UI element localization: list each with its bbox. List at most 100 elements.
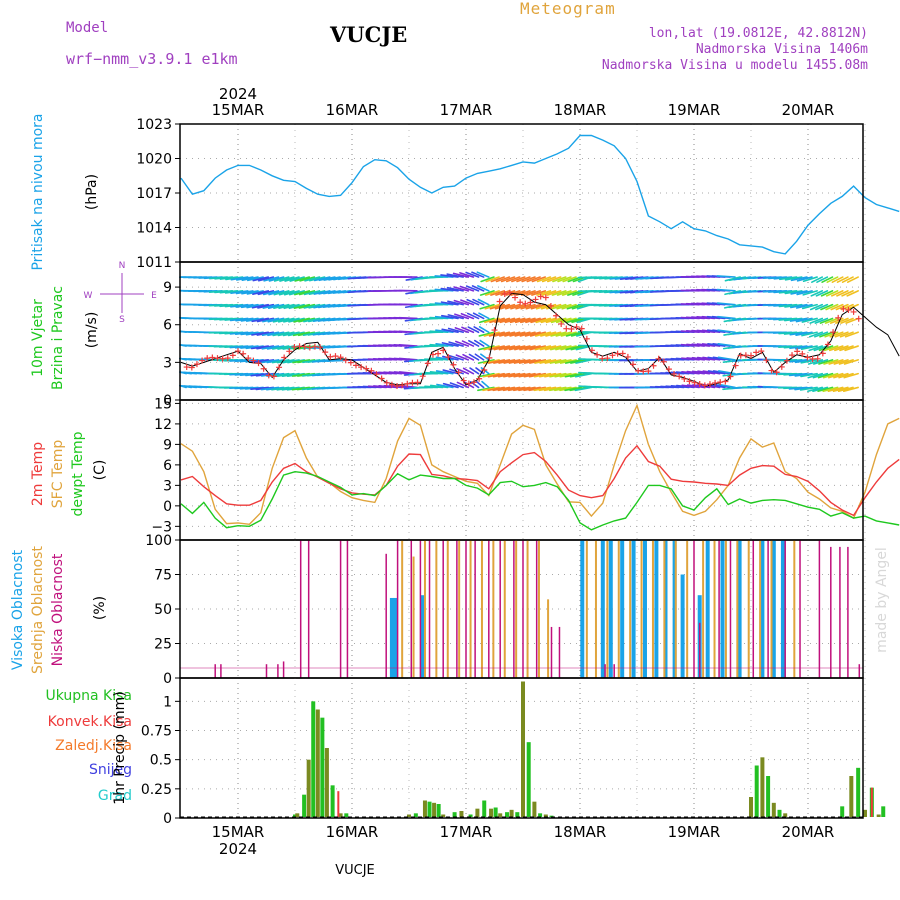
wind-arrow <box>436 383 454 389</box>
top-x-tick-label: 16MAR <box>326 101 379 119</box>
wind-arrow <box>844 345 859 352</box>
precip-convective-bar <box>337 791 340 817</box>
wind-arrow <box>550 317 567 324</box>
watermark: made by Angel <box>874 547 890 653</box>
wind-arrow <box>831 276 844 283</box>
cloud_low-bar <box>299 540 302 678</box>
cloud_mid-bar <box>736 540 739 678</box>
wind-arrow <box>549 372 567 378</box>
cloud_mid-bar <box>702 540 705 678</box>
wind-gust-marker <box>224 355 231 362</box>
precip-total-bar <box>505 812 510 817</box>
wind-arrow <box>497 372 516 378</box>
wind-arrow <box>839 345 854 352</box>
wind-arrow <box>478 331 495 337</box>
wind-gust-marker <box>655 355 662 362</box>
wind-gust-marker <box>624 353 631 360</box>
cloud_low-bar <box>847 546 849 678</box>
wind-arrow <box>539 359 557 364</box>
wind-arrow <box>287 331 305 337</box>
cloud_low-bar <box>752 540 755 678</box>
wind-gust-marker <box>265 372 272 379</box>
wind-arrow <box>447 314 464 320</box>
wind-arrow <box>478 317 495 324</box>
wind-gust-marker <box>578 325 585 332</box>
wind-arrow <box>518 386 536 392</box>
wind-arrow <box>240 317 259 322</box>
wind-arrow <box>488 345 505 351</box>
precip-total-bar <box>427 801 432 817</box>
cloud_low-bar <box>830 546 832 678</box>
wind-gust-marker <box>506 289 513 296</box>
wind-gust-marker <box>763 357 770 364</box>
wind-arrow <box>570 359 588 364</box>
wind-arrow <box>441 328 459 334</box>
precip-total-bar <box>407 814 411 817</box>
wind-arrow <box>531 290 547 296</box>
precip-total-bar <box>489 808 494 817</box>
wind-gust-marker <box>742 352 749 359</box>
wind-arrow <box>801 331 818 337</box>
wind-arrow <box>499 317 516 324</box>
wind-gust-marker <box>306 344 313 351</box>
wind-arrow <box>449 382 464 389</box>
wind-arrow <box>466 298 480 306</box>
wind-arrow <box>308 290 326 296</box>
wind-arrow <box>257 276 275 282</box>
wind-arrow <box>256 345 275 350</box>
precip-total-bar <box>538 813 543 817</box>
wind-arrow <box>824 331 839 338</box>
wind-y-ticks: 0 3 6 9 <box>163 280 180 409</box>
cloud-y-ticks: 0 25 50 75 100 <box>145 533 180 687</box>
precip-total-bar <box>876 814 881 817</box>
wind-arrow <box>536 290 552 296</box>
wind-arrow <box>513 386 531 392</box>
sfc-temp-line <box>180 403 900 526</box>
cloud_low-bar <box>784 540 786 678</box>
wind-gust-marker <box>496 298 503 305</box>
wind-gust-marker <box>199 357 206 364</box>
wind-arrow <box>283 303 300 310</box>
wind-gust-marker <box>701 382 708 389</box>
wind-arrow <box>262 290 280 296</box>
wind-arrow <box>441 342 459 347</box>
wind-arrow <box>235 303 254 308</box>
y-tick-label: 6 <box>163 458 172 474</box>
precip-total-bar <box>344 813 349 817</box>
wind-arrow <box>788 359 808 363</box>
pressure-axis-title: Pritisak na nivou mora <box>30 113 46 270</box>
wind-arrow <box>525 303 541 310</box>
wind-arrow <box>828 345 844 352</box>
wind-arrow <box>514 331 531 337</box>
wind-arrow <box>482 359 500 364</box>
tsfc-axis-title: SFC Temp <box>50 440 66 509</box>
wind-gust-marker <box>352 362 359 369</box>
wind-arrow <box>801 317 818 323</box>
precip-total-bar <box>515 812 520 817</box>
wind-arrow <box>833 359 849 365</box>
y-tick-label: 0.25 <box>141 782 172 798</box>
wind-gust-marker <box>440 347 447 354</box>
wind-arrow <box>490 276 505 283</box>
station-altitude: Nadmorska Visina 1406m <box>695 42 868 57</box>
cloud_low-bar <box>550 626 553 678</box>
wind-gust-marker <box>537 293 544 300</box>
pressure-y-ticks: 1011 1014 1017 1020 1023 <box>136 117 180 271</box>
bottom-x-tick-label: 15MAR <box>212 823 265 841</box>
model-label: Model <box>66 20 109 36</box>
wind-arrow <box>475 367 485 375</box>
wind-arrow <box>554 359 572 364</box>
wind-arrow <box>838 372 854 379</box>
wind-arrow <box>541 290 557 296</box>
wind-arrow <box>479 290 495 296</box>
footer-station: VUCJE <box>335 863 375 878</box>
wind-gust-marker <box>835 314 842 321</box>
cloud_mid-bar <box>759 540 762 678</box>
temperature-grid <box>180 400 866 540</box>
wind-arrow <box>547 276 562 283</box>
cloud_low-bar <box>698 622 701 678</box>
temperature-y-ticks: −3 0 3 6 9 12 15 <box>151 396 180 535</box>
model-name: wrf−nmm_v3.9.1 e1km <box>66 50 238 68</box>
cloud_high-bar <box>608 540 613 678</box>
y-tick-label: 75 <box>154 568 172 584</box>
